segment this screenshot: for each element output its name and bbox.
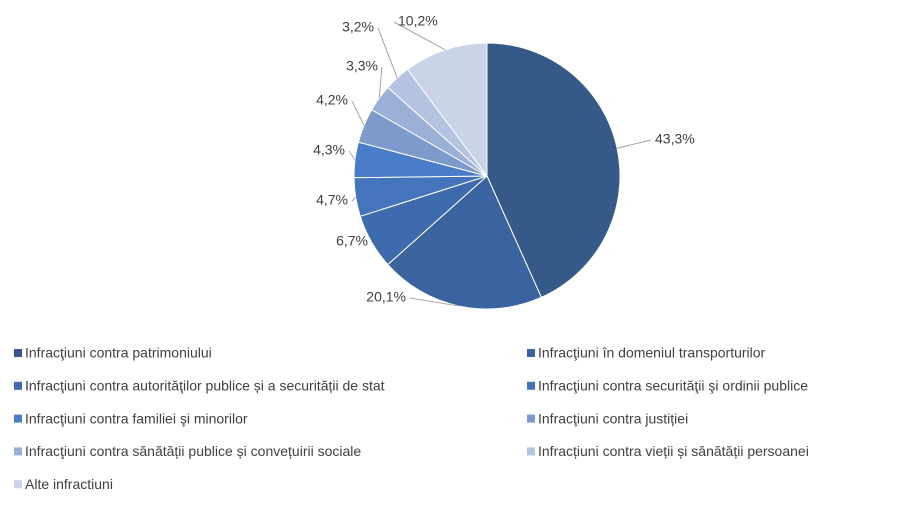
legend-label: Infracţiuni contra sănătății publice și … xyxy=(25,443,361,459)
legend-label: Infracţiuni în domeniul transporturilor xyxy=(538,345,766,361)
legend-label: Infracţiuni contra justiției xyxy=(538,410,688,426)
legend-swatch xyxy=(14,414,22,423)
data-label: 6,7% xyxy=(336,233,368,249)
pie-slice xyxy=(387,175,543,310)
legend-label: Alte infractiuni xyxy=(25,476,113,492)
legend-label: Infracțiuni contra vieții și sănătății p… xyxy=(538,443,809,459)
legend-label: Infracţiuni contra familiei şi minorilor xyxy=(25,410,248,426)
data-label: 4,2% xyxy=(316,92,348,108)
legend-swatch xyxy=(14,349,22,357)
legend-swatch xyxy=(14,381,22,390)
data-label: 3,3% xyxy=(346,58,378,74)
data-label: 10,2% xyxy=(398,13,438,29)
leader-line xyxy=(377,27,398,79)
leader-line xyxy=(351,100,365,126)
leader-line xyxy=(351,196,357,202)
legend-swatch xyxy=(527,414,535,423)
legend-swatch xyxy=(527,381,535,390)
legend-label: Infracţiuni contra autorităţilor publice… xyxy=(25,378,385,394)
legend-swatch xyxy=(14,480,22,489)
data-label: 4,7% xyxy=(316,192,348,208)
legend-label: Infracţiuni contra patrimoniului xyxy=(25,345,212,361)
leader-line xyxy=(409,297,460,307)
legend-label: Infracţiuni contra securităţii şi ordini… xyxy=(538,378,808,394)
legend-swatch xyxy=(527,349,535,357)
legend-swatch xyxy=(14,447,22,456)
data-label: 4,3% xyxy=(313,142,345,158)
legend-swatch xyxy=(527,447,535,456)
data-label: 20,1% xyxy=(366,289,406,305)
pie-slice xyxy=(406,42,488,178)
data-label: 3,2% xyxy=(342,19,374,35)
leader-line xyxy=(616,139,652,149)
pie-slice xyxy=(486,42,621,299)
data-label: 43,3% xyxy=(655,131,695,147)
leader-line xyxy=(378,66,383,99)
leader-line xyxy=(348,150,356,161)
leader-line xyxy=(393,21,446,51)
